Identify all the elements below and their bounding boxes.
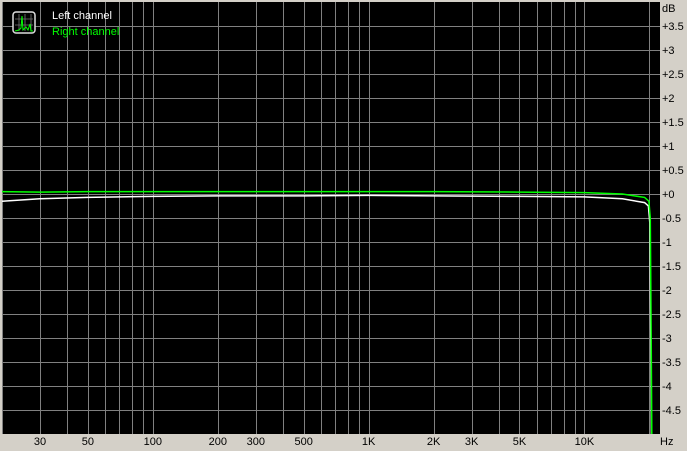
legend: Left channel Right channel [12, 10, 119, 38]
x-tick-label: 10K [575, 436, 595, 448]
series-line-right [1, 190, 653, 435]
y-tick-label: +3 [662, 45, 675, 57]
y-tick-label: +0.5 [662, 165, 684, 177]
y-tick-label: -1 [662, 237, 672, 249]
grid [2, 2, 660, 434]
y-tick-label: -3 [662, 333, 672, 345]
x-tick-label: 30 [34, 436, 46, 448]
y-tick-label: +1 [662, 141, 675, 153]
x-tick-label: 300 [247, 436, 265, 448]
legend-left-channel: Left channel [52, 10, 112, 22]
y-tick-label: +3.5 [662, 21, 684, 33]
y-tick-label: -3.5 [662, 357, 681, 369]
x-tick-label: 2K [427, 436, 441, 448]
y-tick-label: +0 [662, 189, 675, 201]
x-tick-labels: 30 50 100 200 300 500 1K 2K 3K 5K 10K [34, 436, 595, 448]
y-tick-label: +1.5 [662, 117, 684, 129]
y-axis-label: dB [662, 3, 675, 15]
y-tick-label: -4 [662, 381, 672, 393]
spectrum-analyzer-icon [12, 11, 36, 34]
y-tick-label: -2 [662, 285, 672, 297]
y-tick-label: -2.5 [662, 309, 681, 321]
y-tick-label: -1.5 [662, 261, 681, 273]
y-tick-label: -4.5 [662, 405, 681, 417]
x-axis-label: Hz [660, 436, 673, 448]
y-tick-label: +2 [662, 93, 675, 105]
series-line-left [1, 194, 653, 435]
series-lines [1, 190, 653, 435]
x-tick-label: 200 [209, 436, 227, 448]
y-tick-label: +2.5 [662, 69, 684, 81]
legend-right-channel: Right channel [52, 26, 119, 38]
x-tick-label: 5K [513, 436, 527, 448]
y-tick-labels: +3.5 +3 +2.5 +2 +1.5 +1 +0.5 +0 -0.5 -1 -1.5 -2 -2.5… [662, 21, 684, 417]
x-tick-label: 500 [294, 436, 312, 448]
x-tick-label: 50 [82, 436, 94, 448]
x-tick-label: 100 [144, 436, 162, 448]
x-tick-label: 1K [362, 436, 376, 448]
y-tick-label: -0.5 [662, 213, 681, 225]
x-tick-label: 3K [465, 436, 479, 448]
